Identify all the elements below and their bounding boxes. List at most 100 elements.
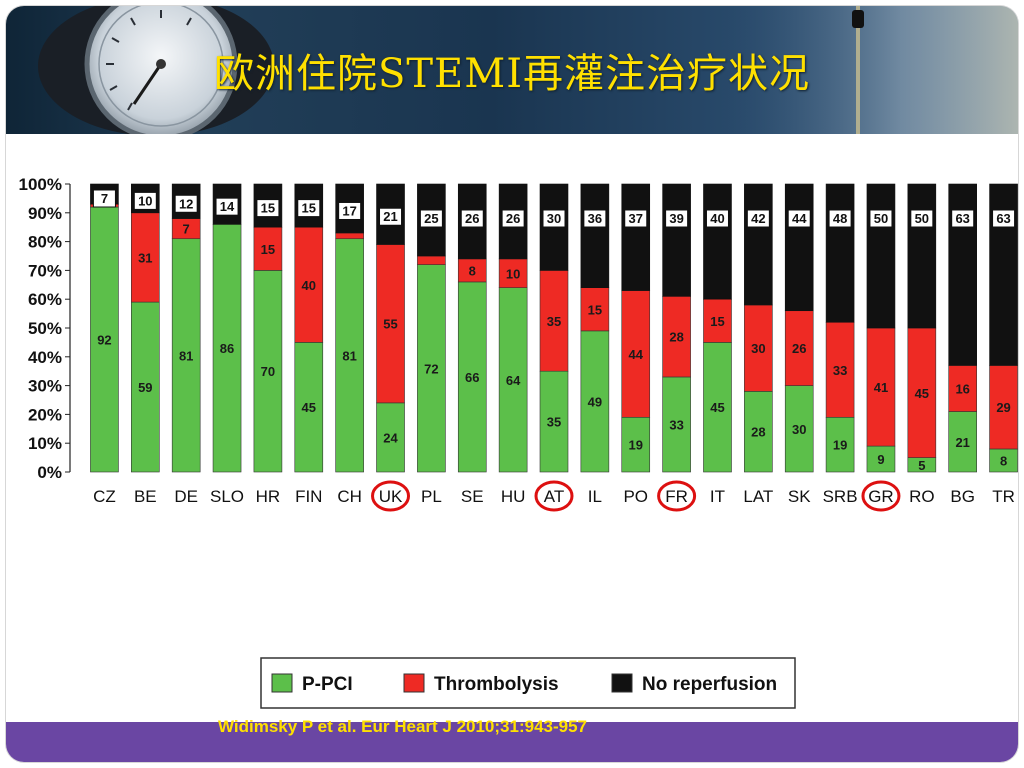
data-label-thrombolysis: 55: [383, 317, 397, 332]
data-label-box: [665, 209, 689, 228]
legend-label: No reperfusion: [642, 674, 777, 695]
data-label-box: [379, 207, 403, 226]
x-tick-label: HR: [256, 487, 281, 506]
blood-pressure-gauge-image: [38, 6, 1018, 134]
data-label-box: [460, 209, 484, 228]
bar-segment-p-pci: [662, 376, 691, 473]
bar-segment-p-pci: [417, 264, 446, 473]
bar-segment-thrombolysis: [539, 270, 569, 372]
data-label-no-reperfusion: 63: [996, 211, 1010, 226]
data-label-thrombolysis: 28: [669, 330, 683, 345]
data-label-p-pci: 81: [342, 348, 356, 363]
data-label-no-reperfusion: 7: [101, 191, 108, 206]
bar-segment-p-pci: [212, 224, 242, 473]
data-label-box: [992, 209, 1016, 228]
bar-segment-no-reperfusion: [907, 183, 937, 329]
bar-segment-no-reperfusion: [866, 183, 896, 329]
y-tick-label: 50%: [28, 319, 62, 338]
y-tick-label: 60%: [28, 290, 62, 309]
data-label-p-pci: 9: [877, 452, 884, 467]
bar-segment-p-pci: [948, 411, 977, 473]
x-tick-label: CH: [337, 487, 362, 506]
data-label-no-reperfusion: 50: [874, 211, 888, 226]
data-label-p-pci: 19: [629, 438, 643, 453]
bar-segment-p-pci: [621, 416, 651, 473]
data-label-no-reperfusion: 30: [547, 211, 561, 226]
bar-segment-thrombolysis: [948, 365, 977, 412]
data-label-no-reperfusion: 12: [179, 196, 193, 211]
bar-segment-thrombolysis: [417, 255, 446, 265]
x-tick-label: PO: [623, 487, 648, 506]
data-label-no-reperfusion: 21: [383, 209, 397, 224]
data-label-thrombolysis: 40: [302, 278, 316, 293]
bar-segment-no-reperfusion: [662, 183, 691, 297]
x-tick-label: SRB: [823, 487, 858, 506]
bar-segment-thrombolysis: [744, 304, 773, 392]
bar-segment-p-pci: [498, 287, 528, 473]
x-tick-label: FIN: [295, 487, 322, 506]
bar-segment-thrombolysis: [498, 258, 528, 288]
y-tick-label: 0%: [37, 463, 62, 482]
data-label-no-reperfusion: 44: [792, 211, 807, 226]
bar-segment-p-pci: [171, 238, 201, 473]
data-label-thrombolysis: 16: [955, 381, 969, 396]
bars: [90, 183, 1018, 473]
x-tick-label: RO: [909, 487, 935, 506]
bar-segment-p-pci: [131, 301, 160, 473]
x-tick-label: DE: [174, 487, 198, 506]
data-label-no-reperfusion: 40: [710, 211, 724, 226]
data-label-no-reperfusion: 48: [833, 211, 847, 226]
data-label-p-pci: 21: [955, 435, 969, 450]
bar-segment-thrombolysis: [253, 226, 283, 271]
data-label-box: [174, 194, 198, 213]
y-tick-label: 80%: [28, 233, 62, 252]
data-label-no-reperfusion: 26: [465, 211, 479, 226]
x-tick-label: IT: [710, 487, 725, 506]
x-tick-label: SE: [461, 487, 484, 506]
y-tick-label: 10%: [28, 434, 62, 453]
y-tick-label: 90%: [28, 204, 62, 223]
data-label-box: [828, 209, 852, 228]
data-label-p-pci: 28: [751, 425, 765, 440]
data-label-thrombolysis: 15: [261, 242, 275, 257]
bar-segment-no-reperfusion: [580, 183, 610, 288]
bar-segment-p-pci: [90, 206, 119, 473]
data-label-box: [501, 209, 525, 228]
data-label-box: [297, 199, 321, 218]
data-label-p-pci: 24: [383, 430, 398, 445]
data-label-box: [705, 209, 729, 228]
data-label-box: [256, 199, 280, 218]
legend-label: Thrombolysis: [434, 674, 559, 695]
data-label-p-pci: 35: [547, 415, 561, 430]
data-label-thrombolysis: 8: [469, 263, 476, 278]
chart-legend: P-PCI Thrombolysis No reperfusion: [260, 657, 796, 709]
data-label-box: [133, 191, 157, 210]
x-tick-label: LAT: [743, 487, 773, 506]
data-label-no-reperfusion: 39: [669, 211, 683, 226]
data-label-p-pci: 86: [220, 341, 234, 356]
data-label-box: [951, 209, 975, 228]
bar-segment-thrombolysis: [703, 298, 732, 343]
data-label-p-pci: 8: [1000, 453, 1007, 468]
x-tick-label: BE: [134, 487, 157, 506]
bar-segment-thrombolysis: [907, 327, 937, 458]
bar-segment-p-pci: [539, 370, 569, 473]
bar-segment-thrombolysis: [621, 290, 651, 418]
x-tick-label: AT: [544, 487, 564, 506]
bar-segment-no-reperfusion: [784, 183, 814, 312]
data-label-box: [338, 201, 362, 220]
x-tick-label: IL: [588, 487, 602, 506]
bar-segment-thrombolysis: [784, 310, 814, 386]
y-tick-label: 70%: [28, 261, 62, 280]
y-axis: 0% 10% 20% 30% 40% 50% 60% 70% 80% 90% 100%: [19, 175, 71, 482]
x-tick-label: HU: [501, 487, 526, 506]
y-tick-label: 100%: [19, 175, 62, 194]
highlight-circle: [534, 480, 574, 512]
slide-frame: 欧洲住院STEMI再灌注治疗状况 0% 10% 20% 30% 40% 50% 60% 70%…: [6, 6, 1018, 762]
data-label-thrombolysis: 45: [915, 386, 929, 401]
data-label-no-reperfusion: 63: [955, 211, 969, 226]
data-label-p-pci: 92: [97, 333, 111, 348]
bar-segment-thrombolysis: [825, 321, 855, 418]
legend-swatch: [271, 673, 293, 693]
data-label-box: [910, 209, 934, 228]
